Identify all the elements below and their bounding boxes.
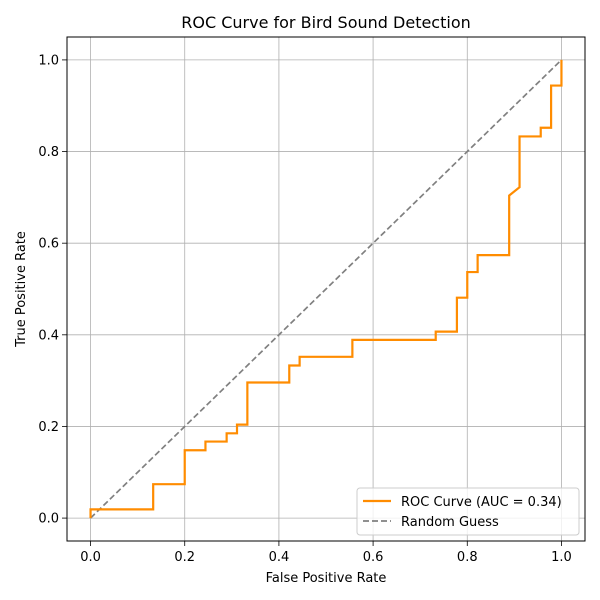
legend-label-random-guess: Random Guess xyxy=(401,515,499,530)
y-tick-label: 1.0 xyxy=(38,53,59,68)
grid xyxy=(67,37,585,541)
y-tick-label: 0.6 xyxy=(38,237,59,252)
plot-area-frame xyxy=(66,36,586,542)
x-tick-label: 1.0 xyxy=(551,550,572,565)
y-tick-label: 0.0 xyxy=(38,512,59,527)
legend-box xyxy=(356,487,580,536)
x-tick-label: 0.4 xyxy=(269,550,290,565)
x-tick-label: 0.2 xyxy=(174,550,195,565)
y-tick-label: 0.2 xyxy=(38,420,59,435)
x-tick-label: 0.8 xyxy=(457,550,478,565)
x-axis-label: False Positive Rate xyxy=(266,571,387,586)
chart-title: ROC Curve for Bird Sound Detection xyxy=(181,13,471,32)
series-layer xyxy=(89,59,563,519)
legend-label-roc-curve: ROC Curve (AUC = 0.34) xyxy=(401,495,562,510)
roc-curve-line xyxy=(89,59,563,519)
y-tick-label: 0.4 xyxy=(38,328,59,343)
y-tick-label: 0.8 xyxy=(38,145,59,160)
x-tick-label: 0.0 xyxy=(80,550,101,565)
y-axis-label: True Positive Rate xyxy=(14,231,29,348)
random-guess-line xyxy=(89,59,563,519)
legend: ROC Curve (AUC = 0.34) Random Guess xyxy=(356,487,580,536)
x-tick-label: 0.6 xyxy=(363,550,384,565)
ticks: 0.0 0.2 0.4 0.6 0.8 1.0 0.0 0.2 0.4 0.6 0.8 1.0 xyxy=(38,53,571,565)
